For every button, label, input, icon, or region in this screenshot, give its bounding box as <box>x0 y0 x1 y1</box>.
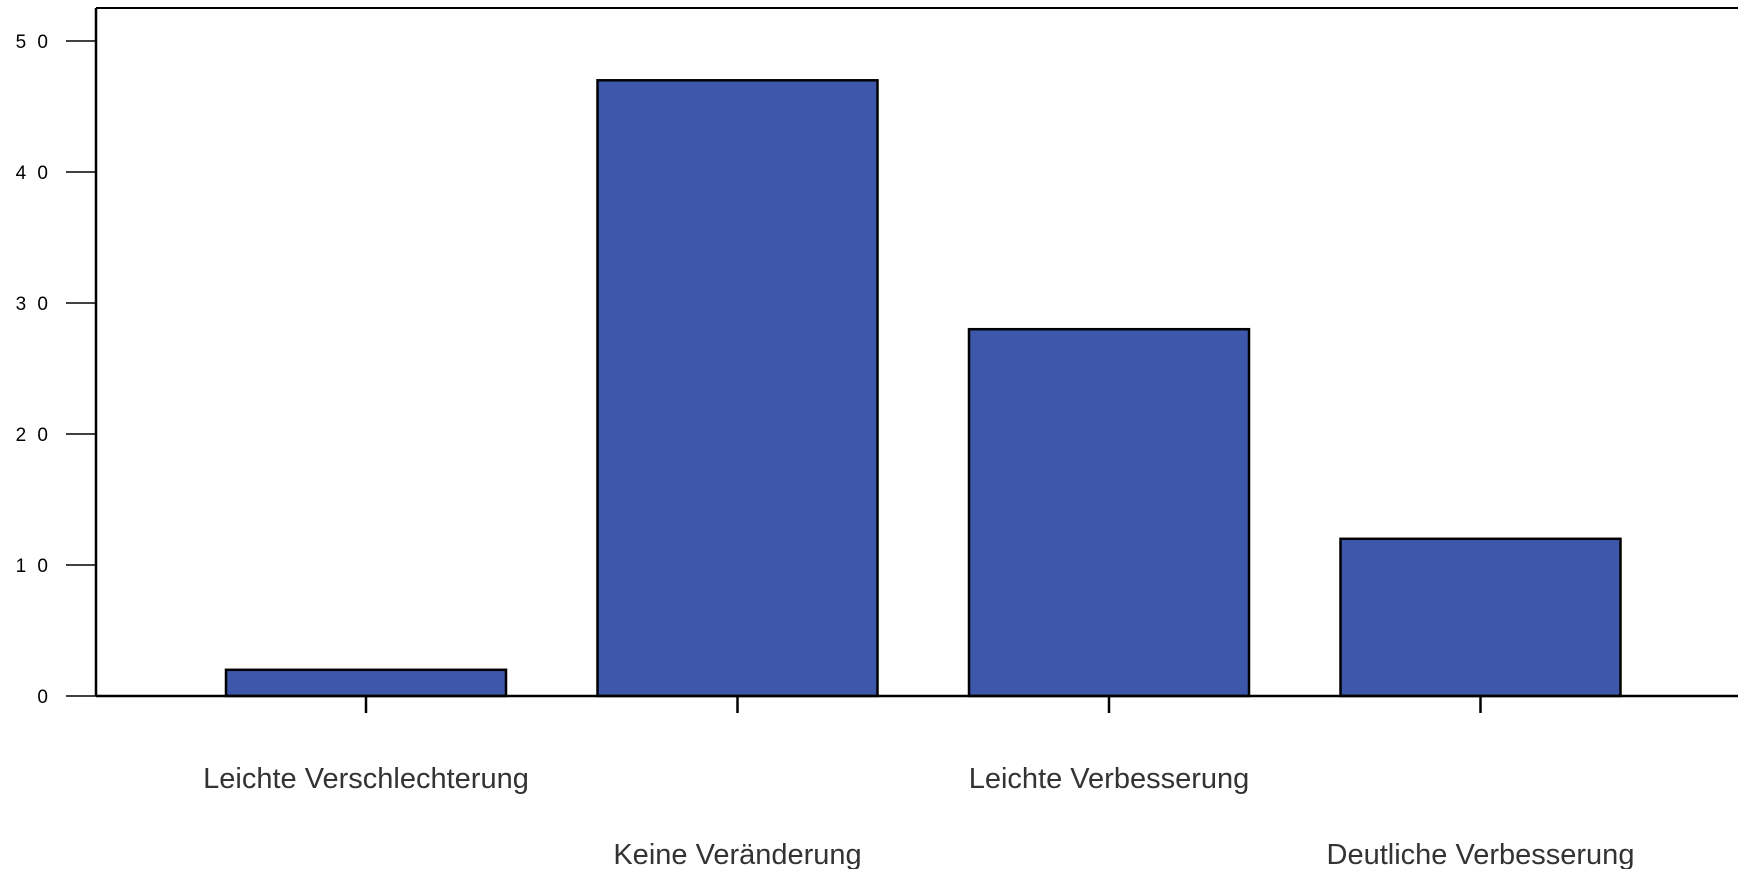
x-tick-label: Keine Veränderung <box>613 839 861 869</box>
bar <box>1339 537 1622 698</box>
bar <box>967 327 1251 698</box>
y-tick-label: 4 0 <box>16 163 51 184</box>
x-tick-label: Leichte Verbesserung <box>969 763 1250 795</box>
bars-layer <box>224 79 1622 698</box>
y-tick-label: 5 0 <box>16 32 51 53</box>
x-tick-label: Leichte Verschlechterung <box>203 763 529 795</box>
y-tick-label: 0 <box>37 687 51 708</box>
bar <box>596 79 879 698</box>
y-tick-label: 2 0 <box>16 425 51 446</box>
x-tick-label: Deutliche Verbesserung <box>1327 839 1635 869</box>
axes-layer <box>94 7 1738 698</box>
y-ticks-layer: 0 1 0 2 0 3 0 4 0 5 0 <box>16 32 96 708</box>
bar <box>224 668 508 698</box>
y-tick-label: 1 0 <box>16 556 51 577</box>
y-tick-label: 3 0 <box>16 294 51 315</box>
x-ticks-layer: Leichte Verschlechterung Keine Veränderun… <box>203 696 1634 869</box>
